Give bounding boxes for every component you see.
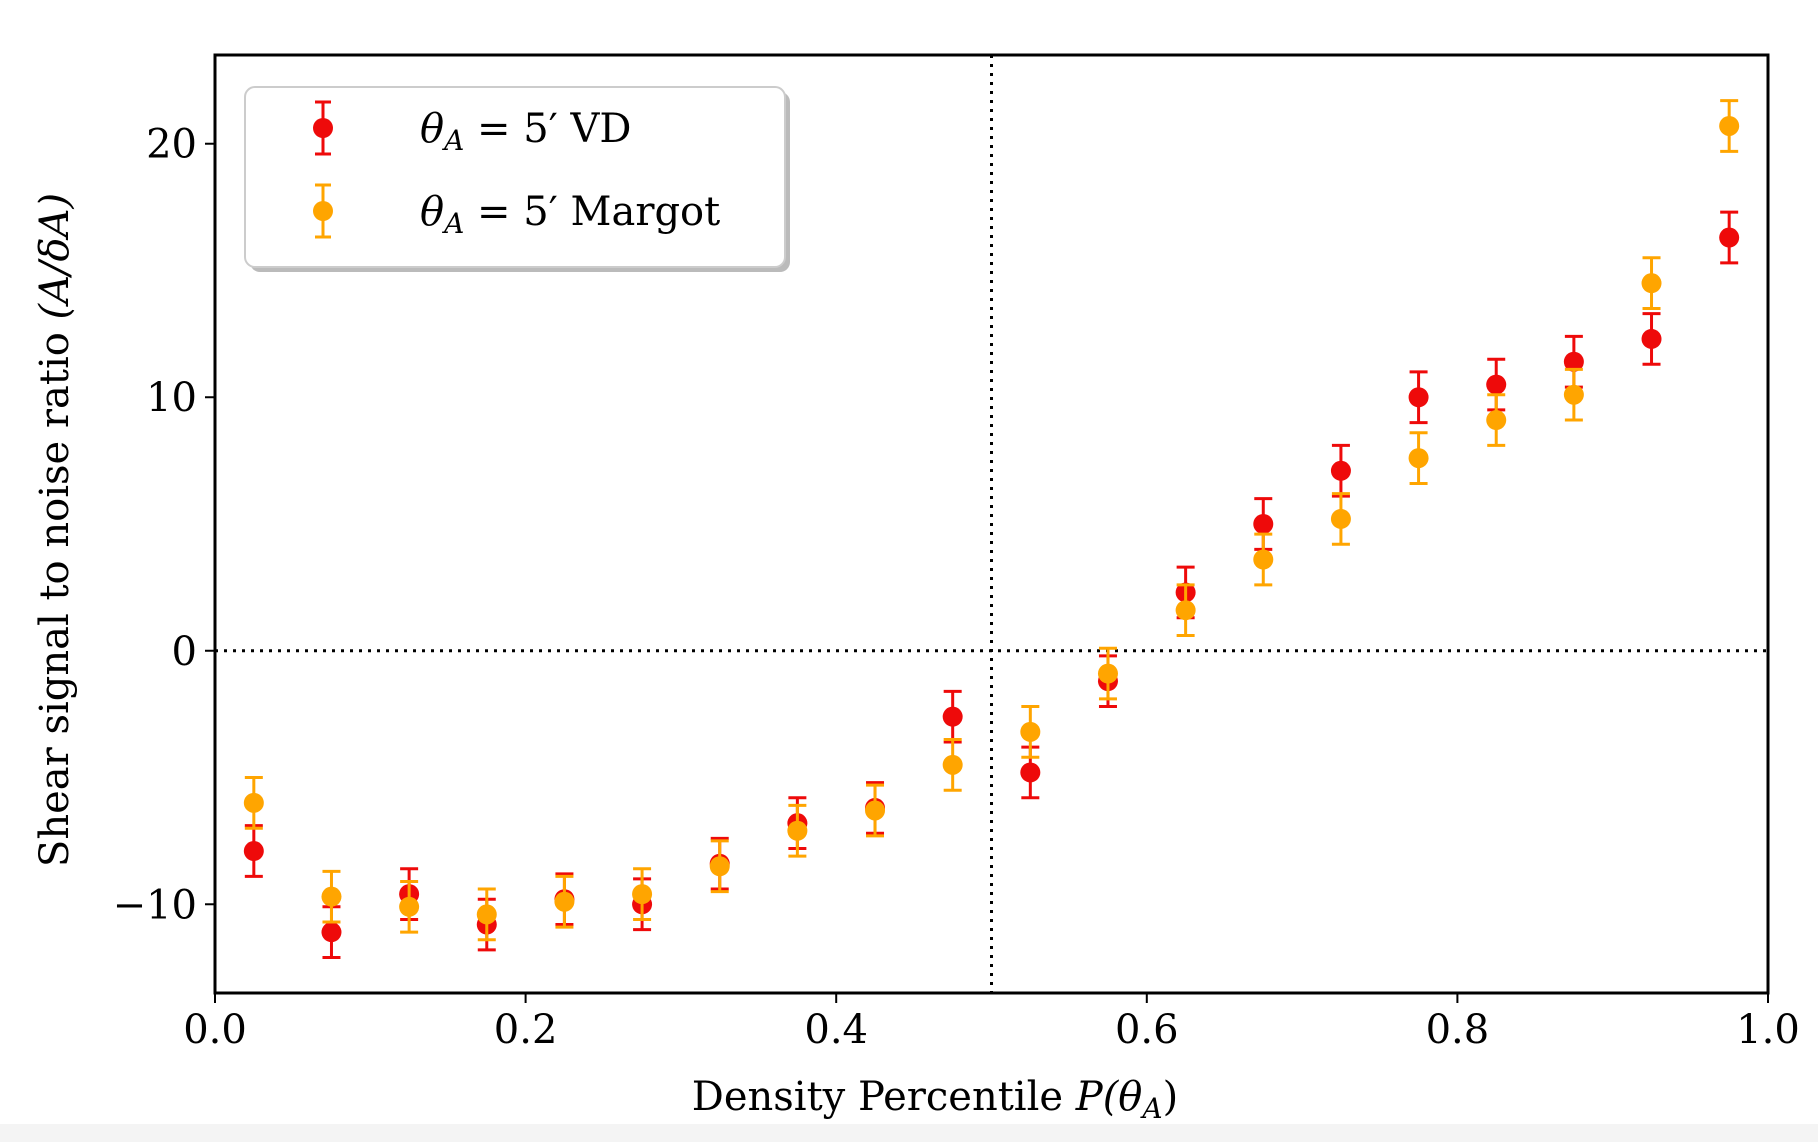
legend-marker	[313, 118, 333, 138]
data-point	[1719, 227, 1740, 248]
data-point	[554, 891, 575, 912]
x-axis-label-text: Density Percentile	[692, 1074, 1076, 1120]
y-axis-label-text: Shear signal to noise ratio	[32, 319, 78, 867]
data-point	[942, 706, 963, 727]
x-tick-label: 0.8	[1426, 1007, 1490, 1053]
data-point	[1330, 508, 1351, 529]
axis-ticks: 0.0 0.2 0.4 0.6 0.8 1.0 −10 0 10 20	[113, 122, 1800, 1053]
data-point	[1563, 384, 1584, 405]
data-point	[787, 820, 808, 841]
legend-box	[244, 86, 786, 268]
data-point	[399, 896, 420, 917]
x-axis-label-end: )	[1163, 1074, 1179, 1120]
data-point	[632, 884, 653, 905]
data-point	[1330, 460, 1351, 481]
data-point	[1719, 115, 1740, 136]
data-point	[1641, 273, 1662, 294]
x-tick-label: 1.0	[1736, 1007, 1800, 1053]
data-point	[1020, 721, 1041, 742]
legend-label: θA = 5′ VD	[420, 106, 631, 157]
data-point	[1097, 663, 1118, 684]
reference-lines	[215, 55, 1768, 993]
x-axis-label: Density Percentile P(θA)	[692, 1074, 1178, 1125]
data-point	[1486, 374, 1507, 395]
data-point	[1563, 351, 1584, 372]
x-axis-label-math: P(θ	[1075, 1074, 1143, 1120]
y-tick-label: 0	[172, 629, 197, 675]
data-point	[321, 922, 342, 943]
y-tick-label: 10	[146, 375, 197, 421]
data-point	[476, 904, 497, 925]
x-tick-label: 0.2	[494, 1007, 558, 1053]
legend-item-1: θA = 5′ Margot	[313, 183, 720, 240]
data-point	[321, 886, 342, 907]
legend: θA = 5′ VD θA = 5′ Margot	[244, 86, 790, 272]
y-tick-label: 20	[146, 122, 197, 168]
x-tick-label: 0.4	[804, 1007, 868, 1053]
data-point	[243, 792, 264, 813]
bottom-gray-strip	[0, 1124, 1818, 1142]
data-point	[709, 856, 730, 877]
data-point	[865, 800, 886, 821]
x-tick-label: 0.6	[1115, 1007, 1179, 1053]
legend-marker	[313, 201, 333, 221]
data-point	[1175, 600, 1196, 621]
data-point	[1020, 762, 1041, 783]
data-point	[1253, 514, 1274, 534]
data-point	[1253, 549, 1274, 570]
data-point	[942, 754, 963, 775]
data-point	[1408, 448, 1429, 469]
series-1	[243, 99, 1740, 942]
data-point	[1641, 328, 1662, 349]
data-point	[1408, 387, 1429, 408]
y-axis-label: Shear signal to noise ratio (A/δA)	[32, 193, 78, 867]
y-tick-label: −10	[113, 882, 197, 928]
plot-frame	[213, 53, 1770, 995]
legend-item-0: θA = 5′ VD	[313, 100, 631, 157]
data-point	[1486, 410, 1507, 431]
x-axis-label-sub: A	[1139, 1092, 1162, 1125]
y-axis-label-math: (A/δA)	[32, 193, 78, 320]
legend-label: θA = 5′ Margot	[420, 189, 720, 240]
x-tick-label: 0.0	[183, 1007, 247, 1053]
data-point	[243, 841, 264, 862]
data-points	[243, 99, 1740, 960]
